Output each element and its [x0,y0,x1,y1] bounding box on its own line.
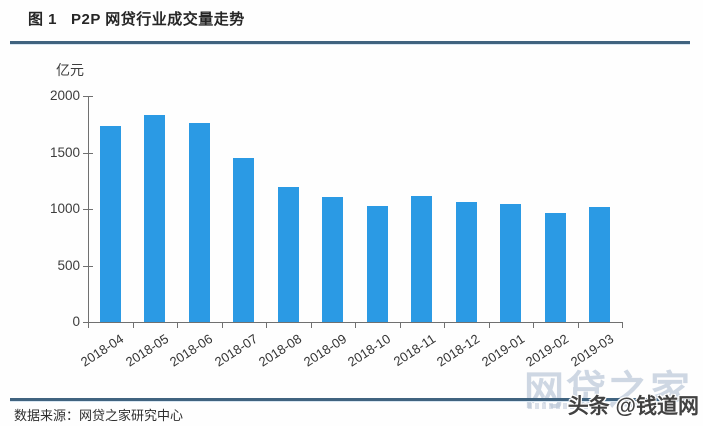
y-tick-mark [83,265,93,267]
y-tick-mark [83,152,93,154]
y-tick-label-1000: 1000 [49,201,80,216]
y-tick-label-0: 0 [72,314,80,329]
bar-2019-03 [589,206,611,322]
bar-2018-10 [366,206,388,322]
y-tick-label-500: 500 [57,257,80,273]
x-tick-mark [622,323,623,328]
y-tick-label-2000: 2000 [49,88,80,103]
y-axis-unit-label: 亿元 [56,62,84,78]
x-axis-label-2018-04: 2018-04 [78,331,127,370]
x-tick-mark [533,323,534,328]
bar-2018-06 [188,123,210,322]
y-tick-mark [83,209,93,210]
x-tick-mark [221,323,223,328]
x-tick-mark [577,323,579,328]
x-tick-mark [266,323,267,328]
x-axis-label-anchor: 2019-03 [568,330,656,370]
x-tick-mark [132,323,134,328]
bar-2018-11 [411,196,433,322]
top-divider-line [10,41,690,45]
x-tick-mark [310,323,312,328]
bar-2018-09 [322,196,344,322]
x-tick-mark [488,323,490,328]
bar-2018-12 [455,202,477,322]
x-tick-mark [444,323,445,328]
byline-credit: 头条 @钱道网 [567,395,699,418]
y-tick-mark [83,322,93,323]
figure-title: 图 1 P2P 网贷行业成交量走势 [28,11,245,28]
data-source-note: 数据来源：网贷之家研究中心 [14,408,184,423]
x-tick-mark [399,323,401,328]
bar-2018-04 [99,126,121,322]
bar-2019-02 [544,213,566,322]
y-tick-label-1500: 1500 [49,144,80,160]
bar-chart-plot-area [88,96,623,323]
bar-2018-07 [233,158,255,322]
x-tick-mark [177,323,178,328]
bar-2019-01 [500,204,522,322]
x-tick-mark [88,323,89,328]
x-tick-mark [355,323,356,328]
bar-2018-08 [277,187,299,322]
y-tick-mark [83,96,93,97]
bar-2018-05 [144,115,166,322]
watermark-subtext [528,403,594,409]
bottom-divider-line [10,398,690,402]
